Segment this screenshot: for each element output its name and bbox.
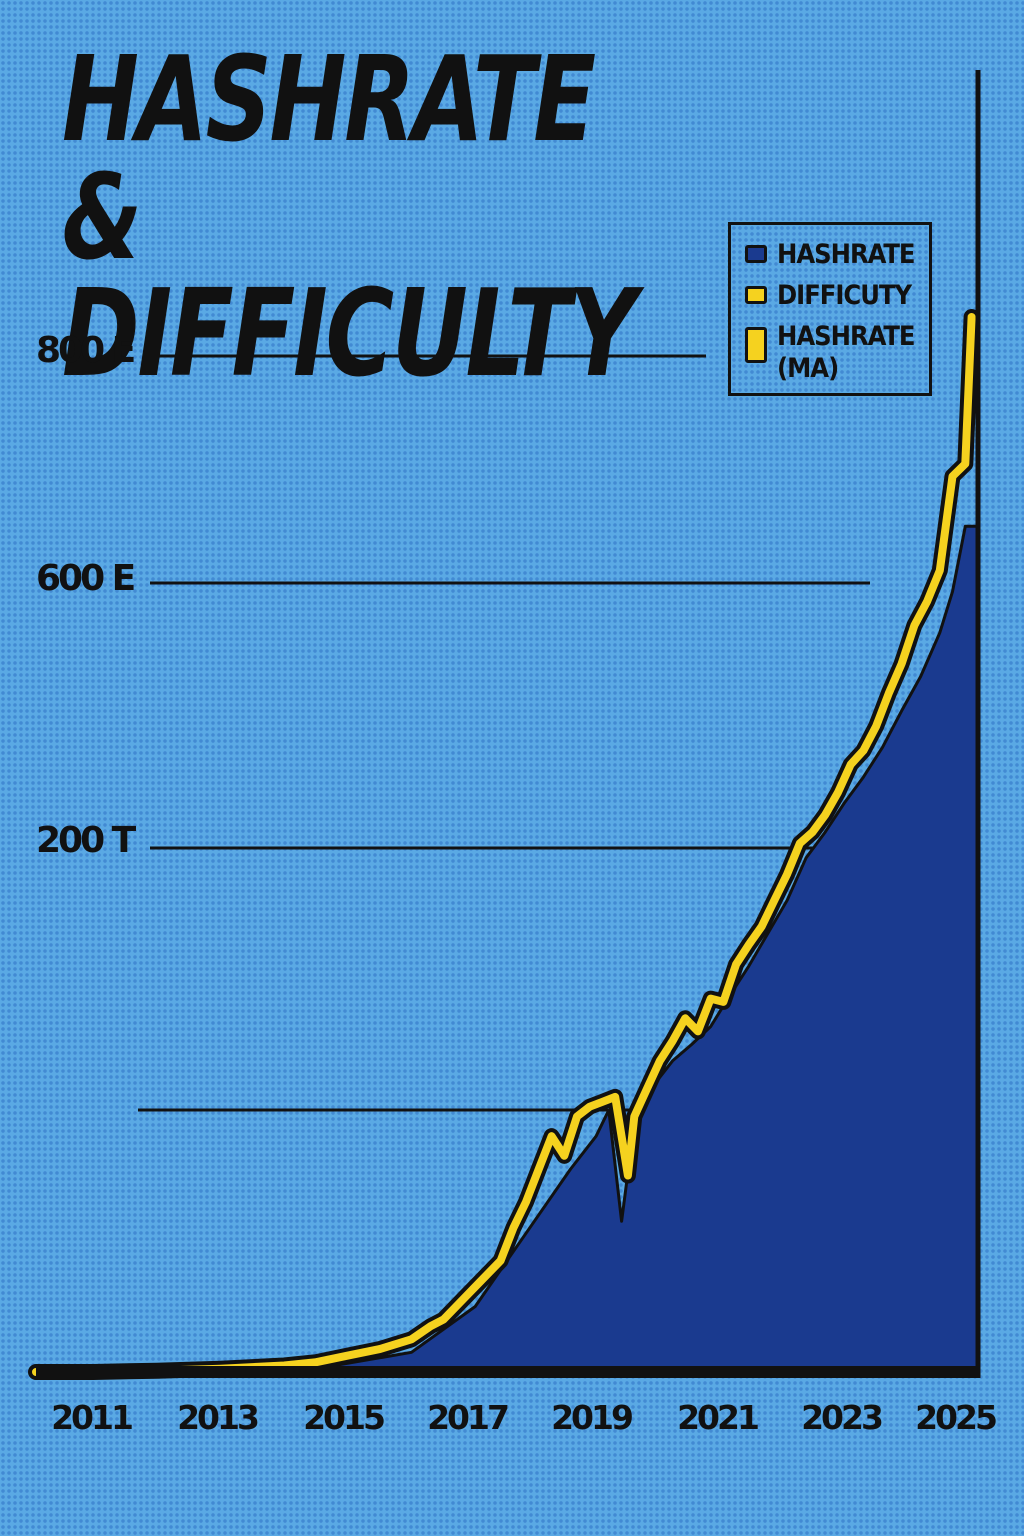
- y-tick-label: 200 T: [36, 820, 136, 861]
- title-line-2: DIFFICULTY: [62, 265, 637, 404]
- x-tick-label: 2025: [915, 1398, 998, 1437]
- legend-item-hashrate: HASHRATE: [745, 239, 927, 271]
- chart-title: HASHRATE & DIFFICULTY: [62, 30, 686, 404]
- legend-swatch-hashrate-ma: [745, 327, 767, 363]
- axes: [36, 70, 981, 1378]
- legend: HASHRATE DIFFICUTY HASHRATE (MA): [728, 222, 932, 396]
- legend-item-difficulty: DIFFICUTY: [745, 280, 927, 312]
- legend-label: HASHRATE (MA): [777, 321, 916, 384]
- y-tick-label: 800 E: [36, 330, 136, 371]
- x-tick-label: 2015: [303, 1398, 386, 1437]
- y-tick-label: 600 E: [36, 558, 136, 599]
- x-tick-label: 2019: [551, 1398, 634, 1437]
- x-tick-label: 2013: [177, 1398, 260, 1437]
- x-tick-label: 2023: [801, 1398, 884, 1437]
- legend-item-hashrate-ma: HASHRATE (MA): [745, 321, 927, 385]
- title-line-1: HASHRATE &: [62, 30, 596, 286]
- legend-swatch-hashrate: [745, 245, 767, 263]
- x-tick-label: 2017: [427, 1398, 510, 1437]
- difficulty-line: [32, 313, 976, 1376]
- legend-label: DIFFICUTY: [777, 280, 912, 311]
- legend-swatch-difficulty: [745, 286, 767, 304]
- difficulty-lines: [28, 309, 980, 1380]
- x-tick-label: 2021: [677, 1398, 760, 1437]
- legend-label: HASHRATE: [777, 239, 916, 270]
- x-tick-label: 2011: [51, 1398, 134, 1437]
